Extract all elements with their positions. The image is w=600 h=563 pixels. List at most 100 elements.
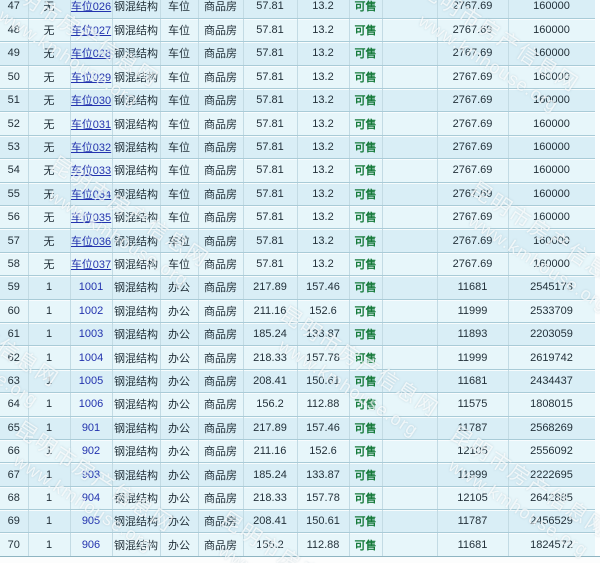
unit-link[interactable]: 车位029 [70, 71, 112, 84]
structure-value: 钢混结构 [114, 329, 158, 342]
unit-link[interactable]: 车位035 [70, 212, 112, 225]
unit-link[interactable]: 车位028 [70, 48, 112, 61]
usage-cell: 车位 [160, 135, 199, 160]
category-cell: 商品房 [198, 299, 244, 323]
unit-link[interactable]: 车位030 [70, 95, 112, 108]
usage-cell: 办公 [160, 532, 199, 557]
table-row: 66 1 902 钢混结构 办公 商品房 211.16 152.6 可售 121… [0, 439, 596, 464]
unit-price-cell: 2767.69 [437, 88, 509, 113]
area-cell: 57.81 [243, 41, 298, 66]
row-number: 67 [7, 468, 20, 481]
area-cell: 185.24 [243, 462, 298, 487]
unit-price-value: 11999 [457, 468, 488, 481]
row-number-cell: 69 [0, 509, 29, 534]
total-price-cell: 160000 [508, 135, 596, 160]
unit-link[interactable]: 车位026 [70, 1, 112, 14]
structure-cell: 钢混结构 [112, 392, 161, 417]
unit-link[interactable]: 1003 [78, 328, 104, 341]
area-cell: 211.16 [243, 439, 298, 464]
unit-cell: 901 [70, 416, 113, 440]
usage-value: 办公 [168, 469, 190, 482]
area-value: 211.16 [253, 304, 287, 317]
unit-link[interactable]: 车位036 [70, 235, 112, 248]
inner-area-cell: 150.61 [297, 369, 350, 394]
unit-cell: 1004 [70, 345, 113, 370]
total-price-cell: 160000 [508, 18, 596, 43]
structure-cell: 钢混结构 [112, 41, 161, 66]
structure-cell: 钢混结构 [112, 322, 161, 347]
area-cell: 218.33 [243, 345, 298, 370]
total-price-value: 2545173 [530, 281, 573, 294]
status-badge: 可售 [354, 212, 377, 225]
extra-cell [382, 416, 438, 440]
unit-link[interactable]: 904 [81, 491, 101, 504]
usage-value: 办公 [168, 492, 190, 505]
structure-value: 钢混结构 [114, 165, 158, 178]
area-value: 217.89 [253, 281, 287, 294]
unit-link[interactable]: 906 [81, 538, 101, 551]
unit-price-cell: 12105 [437, 439, 509, 464]
category-value: 商品房 [204, 71, 237, 84]
unit-link[interactable]: 1004 [78, 351, 104, 364]
extra-cell [382, 182, 438, 207]
row-number: 52 [7, 117, 20, 130]
unit-price-value: 2767.69 [452, 187, 493, 200]
unit-link[interactable]: 车位034 [70, 188, 112, 201]
floor-cell: 1 [28, 532, 71, 557]
structure-value: 钢混结构 [114, 282, 158, 295]
extra-cell [382, 0, 438, 19]
category-value: 商品房 [204, 95, 237, 108]
structure-cell: 钢混结构 [112, 158, 161, 183]
extra-cell [382, 205, 438, 230]
structure-cell: 钢混结构 [112, 486, 161, 511]
status-cell: 可售 [349, 416, 383, 440]
category-cell: 商品房 [198, 158, 244, 183]
floor-cell: 无 [28, 88, 71, 113]
unit-link[interactable]: 1002 [78, 304, 104, 317]
row-number: 64 [7, 398, 20, 411]
category-cell: 商品房 [198, 322, 244, 347]
table-row: 49 无 车位028 钢混结构 车位 商品房 57.81 13.2 可售 276… [0, 41, 596, 66]
total-price-value: 1824572 [530, 538, 573, 551]
unit-link[interactable]: 1005 [78, 374, 104, 387]
category-value: 商品房 [204, 165, 237, 178]
floor-value: 1 [45, 328, 53, 341]
unit-link[interactable]: 车位032 [70, 142, 112, 155]
unit-link[interactable]: 车位027 [70, 25, 112, 38]
floor-cell: 1 [28, 369, 71, 394]
usage-value: 车位 [168, 95, 190, 108]
category-cell: 商品房 [198, 532, 244, 557]
inner-area-cell: 13.2 [297, 252, 350, 277]
unit-link[interactable]: 车位037 [70, 258, 112, 271]
floor-value: 无 [43, 71, 55, 84]
unit-price-cell: 11999 [437, 299, 509, 323]
inner-area-cell: 112.88 [297, 532, 350, 557]
usage-value: 车位 [168, 118, 190, 131]
usage-cell: 办公 [160, 369, 199, 394]
unit-link[interactable]: 903 [81, 468, 101, 481]
unit-link[interactable]: 902 [81, 445, 101, 458]
status-badge: 可售 [354, 352, 377, 365]
structure-cell: 钢混结构 [112, 275, 161, 300]
floor-value: 1 [45, 515, 53, 528]
category-value: 商品房 [204, 375, 237, 388]
unit-link[interactable]: 车位031 [70, 118, 112, 131]
unit-link[interactable]: 905 [81, 515, 101, 528]
row-number-cell: 53 [0, 135, 29, 160]
unit-price-cell: 11999 [437, 345, 509, 370]
unit-link[interactable]: 车位033 [70, 165, 112, 178]
structure-cell: 钢混结构 [112, 18, 161, 43]
unit-cell: 1005 [70, 369, 113, 394]
inner-area-value: 157.46 [306, 281, 340, 294]
usage-value: 办公 [168, 539, 190, 552]
category-cell: 商品房 [198, 369, 244, 394]
unit-link[interactable]: 1006 [78, 398, 104, 411]
structure-value: 钢混结构 [114, 235, 158, 248]
inner-area-cell: 13.2 [297, 228, 350, 253]
status-cell: 可售 [349, 182, 383, 207]
unit-price-value: 11893 [457, 328, 488, 341]
usage-cell: 车位 [160, 18, 199, 43]
unit-link[interactable]: 901 [81, 421, 101, 434]
unit-link[interactable]: 1001 [78, 281, 104, 294]
